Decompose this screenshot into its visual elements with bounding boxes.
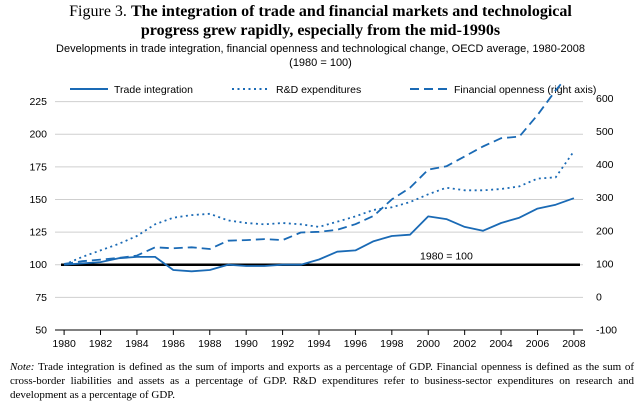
y2-tick-label: 200 <box>596 225 614 237</box>
y-tick-label: 50 <box>35 325 47 337</box>
x-tick-label: 1982 <box>89 338 113 350</box>
x-tick-label: 1992 <box>271 338 295 350</box>
baseline-label: 1980 = 100 <box>420 251 473 263</box>
y2-tick-label: 400 <box>596 159 614 171</box>
y2-tick-label: 0 <box>596 291 602 303</box>
y-tick-label: 125 <box>29 227 47 239</box>
figure-title-line2: progress grew rapidly, especially from t… <box>140 22 501 39</box>
x-tick-label: 2004 <box>489 338 513 350</box>
x-tick-label: 1996 <box>344 338 368 350</box>
x-tick-label: 1994 <box>307 338 331 350</box>
series-line-1 <box>64 197 575 273</box>
y-tick-label: 150 <box>29 194 47 206</box>
note-text: Trade integration is defined as the sum … <box>10 361 634 401</box>
y-tick-label: 175 <box>29 161 47 173</box>
y2-tick-label: 500 <box>596 126 614 138</box>
x-tick-label: 1988 <box>198 338 222 350</box>
legend-label: R&D expenditures <box>276 84 361 96</box>
y2-tick-label: 300 <box>596 192 614 204</box>
y-tick-label: 200 <box>29 129 47 141</box>
x-tick-label: 2006 <box>526 338 550 350</box>
figure-subtitle: Developments in trade integration, finan… <box>0 42 641 70</box>
x-tick-label: 2002 <box>453 338 477 350</box>
note-label: Note: <box>10 361 35 373</box>
y2-tick-label: 600 <box>596 93 614 105</box>
legend-label: Financial openness (right axis) <box>454 84 596 96</box>
line-chart: Trade integration R&D expenditures Financi… <box>29 82 617 350</box>
x-tick-label: 1984 <box>125 338 149 350</box>
y-tick-label: 75 <box>35 292 47 304</box>
series-line-3 <box>63 82 564 265</box>
y-tick-label: 225 <box>29 96 47 108</box>
figure-title: Figure 3. The integration of trade and f… <box>0 2 641 40</box>
x-tick-label: 2000 <box>417 338 441 350</box>
x-tick-label: 1986 <box>162 338 186 350</box>
x-tick-label: 1990 <box>234 338 258 350</box>
figure-title-line1: The integration of trade and financial m… <box>130 3 572 20</box>
subtitle-line2: (1980 = 100) <box>289 57 352 69</box>
legend-label: Trade integration <box>114 84 193 96</box>
y-tick-label: 100 <box>29 259 47 271</box>
y2-tick-label: 100 <box>596 258 614 270</box>
figure-note: Note: Trade integration is defined as th… <box>10 360 634 402</box>
subtitle-line1: Developments in trade integration, finan… <box>56 43 585 55</box>
x-tick-label: 2008 <box>562 338 586 350</box>
y2-tick-label: -100 <box>596 325 617 337</box>
x-tick-label: 1998 <box>380 338 404 350</box>
figure-number: Figure 3. <box>69 3 127 20</box>
x-tick-label: 1980 <box>52 338 76 350</box>
series-line-2 <box>63 150 575 266</box>
